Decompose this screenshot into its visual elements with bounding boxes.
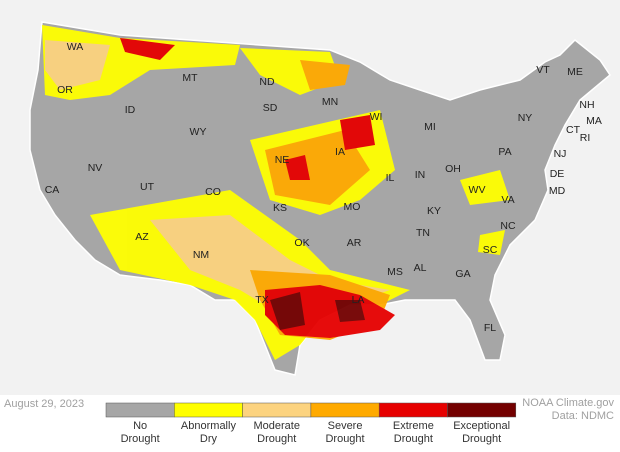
legend-swatch [242, 402, 312, 418]
state-label: CT [566, 124, 581, 136]
state-label: OR [57, 84, 73, 96]
state-label: NC [500, 220, 516, 232]
credit: Data: NDMC [552, 410, 614, 422]
state-label: IA [335, 146, 345, 158]
legend-label: Drought [257, 433, 296, 445]
state-label: CA [45, 184, 60, 196]
state-label: MT [182, 72, 198, 84]
state-label: KY [427, 205, 441, 217]
state-label: ME [567, 66, 583, 78]
legend-label: Drought [325, 433, 364, 445]
legend-label: Exceptional [453, 420, 510, 432]
state-label: WI [370, 111, 383, 123]
state-label: MS [387, 266, 403, 278]
state-label: OK [294, 237, 309, 249]
state-label: CO [205, 186, 221, 198]
state-label: NM [193, 249, 209, 261]
state-label: TX [255, 294, 268, 306]
state-label: NY [518, 112, 533, 124]
state-label: KS [273, 202, 287, 214]
state-label: SD [263, 102, 278, 114]
legend-swatch [378, 402, 448, 418]
state-label: GA [455, 268, 470, 280]
legend-label: Abnormally [181, 420, 237, 432]
state-labels: WA OR CA NV ID MT WY UT CO AZ NM ND SD NE KS OK TX MN IA MO… [45, 41, 602, 334]
legend: NoDroughtAbnormallyDryModerateDroughtSev… [105, 402, 517, 445]
state-label: MI [424, 121, 436, 133]
state-label: WV [469, 184, 486, 196]
state-label: FL [484, 322, 496, 334]
drought-areas [42, 25, 510, 360]
state-label: WA [67, 41, 84, 53]
legend-swatch [105, 402, 175, 418]
state-label: MO [344, 201, 361, 213]
state-label: MA [586, 115, 602, 127]
state-label: AL [414, 262, 427, 274]
state-label: RI [580, 132, 591, 144]
state-label: NE [275, 154, 290, 166]
state-label: MN [322, 96, 338, 108]
state-label: VT [536, 64, 550, 76]
credit: NOAA Climate.gov [522, 397, 614, 409]
state-label: NJ [554, 148, 567, 160]
state-label: PA [498, 146, 511, 158]
state-label: MD [549, 185, 566, 197]
legend-swatch [174, 402, 243, 418]
state-label: ND [259, 76, 275, 88]
state-label: IL [386, 172, 395, 184]
state-label: NH [579, 99, 594, 111]
state-label: LA [352, 294, 365, 306]
legend-label: Drought [462, 433, 501, 445]
legend-label: Moderate [254, 420, 300, 432]
state-label: ID [125, 104, 136, 116]
state-label: IN [415, 169, 426, 181]
legend-label: Drought [394, 433, 433, 445]
state-label: UT [140, 181, 155, 193]
state-label: NV [88, 162, 103, 174]
legend-label: No [133, 420, 147, 432]
legend-label: Drought [121, 433, 160, 445]
state-label: AR [347, 237, 362, 249]
state-label: WY [190, 126, 207, 138]
state-label: DE [550, 168, 565, 180]
state-label: OH [445, 163, 461, 175]
legend-label: Severe [328, 420, 363, 432]
legend-label: Extreme [393, 420, 434, 432]
map-date: August 29, 2023 [4, 398, 84, 410]
legend-swatch [310, 402, 380, 418]
state-label: SC [483, 244, 498, 256]
state-label: AZ [135, 231, 149, 243]
state-label: TN [416, 227, 430, 239]
legend-swatch [447, 402, 517, 418]
legend-label: Dry [200, 433, 218, 445]
state-label: VA [501, 194, 514, 206]
